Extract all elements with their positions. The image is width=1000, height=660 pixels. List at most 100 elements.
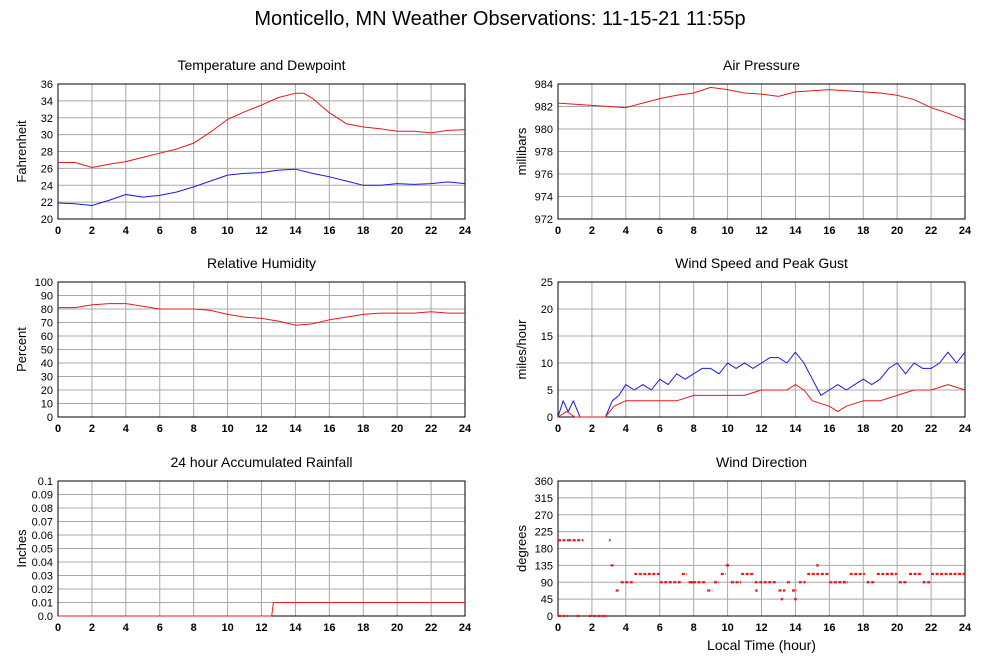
x-tick-label: 20 <box>891 423 903 435</box>
x-tick-label: 18 <box>357 622 369 634</box>
y-tick-label: 0.08 <box>32 503 53 515</box>
direction-point <box>890 572 894 576</box>
y-tick-label: 0.0 <box>38 611 53 623</box>
y-tick-label: 60 <box>41 331 53 343</box>
x-tick-label: 6 <box>157 225 163 237</box>
y-axis-label: degrees <box>514 525 529 572</box>
series-line-red <box>557 86 966 121</box>
chart-title: Relative Humidity <box>207 255 316 271</box>
x-tick-label: 24 <box>459 225 472 237</box>
x-tick-label: 22 <box>925 225 937 237</box>
y-tick-label: 20 <box>41 214 53 226</box>
x-tick-label: 18 <box>857 622 869 634</box>
y-tick-label: 28 <box>41 147 53 159</box>
x-tick-label: 8 <box>691 423 697 435</box>
x-tick-label: 14 <box>789 622 802 634</box>
y-tick-label: 5 <box>547 385 553 397</box>
x-tick-label: 12 <box>755 225 767 237</box>
y-tick-label: 360 <box>535 476 553 488</box>
y-tick-label: 50 <box>41 345 53 357</box>
x-tick-label: 0 <box>555 622 561 634</box>
x-tick-label: 10 <box>721 423 733 435</box>
x-tick-label: 22 <box>425 423 437 435</box>
x-tick-label: 8 <box>191 622 197 634</box>
y-tick-label: 135 <box>535 560 553 572</box>
y-tick-label: 0.1 <box>38 476 53 488</box>
y-tick-label: 32 <box>41 113 53 125</box>
y-tick-label: 976 <box>535 169 553 181</box>
y-tick-label: 15 <box>541 331 553 343</box>
x-tick-label: 4 <box>623 622 630 634</box>
x-tick-label: 8 <box>691 225 697 237</box>
y-axis-label: Fahrenheit <box>14 120 29 183</box>
x-tick-label: 20 <box>891 622 903 634</box>
direction-point <box>843 581 846 584</box>
y-tick-label: 0.02 <box>32 584 53 596</box>
x-tick-label: 4 <box>623 423 630 435</box>
x-tick-label: 8 <box>191 423 197 435</box>
chart-title: Air Pressure <box>723 57 800 73</box>
y-tick-label: 80 <box>41 304 53 316</box>
x-tick-label: 14 <box>289 622 302 634</box>
y-tick-label: 0 <box>547 611 553 623</box>
direction-point <box>816 564 819 567</box>
x-tick-label: 16 <box>823 225 835 237</box>
x-tick-label: 6 <box>657 225 663 237</box>
y-tick-label: 0.01 <box>32 598 53 610</box>
x-tick-label: 0 <box>555 225 561 237</box>
x-tick-label: 2 <box>89 423 95 435</box>
x-tick-label: 12 <box>255 225 267 237</box>
y-tick-label: 30 <box>41 372 53 384</box>
chart-title: Wind Speed and Peak Gust <box>675 255 848 271</box>
x-tick-label: 2 <box>589 622 595 634</box>
y-tick-label: 24 <box>41 180 53 192</box>
y-tick-label: 25 <box>541 277 553 289</box>
x-tick-label: 8 <box>691 622 697 634</box>
y-axis-label: miles/hour <box>514 319 529 380</box>
series-line-red <box>58 92 466 168</box>
x-tick-label: 20 <box>391 622 403 634</box>
x-tick-label: 12 <box>255 622 267 634</box>
x-tick-label: 6 <box>157 622 163 634</box>
x-tick-label: 16 <box>823 423 835 435</box>
x-tick-label: 0 <box>55 225 61 237</box>
y-tick-label: 100 <box>35 277 53 289</box>
x-tick-label: 8 <box>191 225 197 237</box>
y-tick-label: 10 <box>41 399 53 411</box>
x-tick-label: 16 <box>323 622 335 634</box>
x-tick-label: 22 <box>925 423 937 435</box>
y-tick-label: 45 <box>541 594 553 606</box>
x-tick-label: 14 <box>789 423 802 435</box>
series-line-red <box>58 303 465 326</box>
y-tick-label: 0.03 <box>32 571 53 583</box>
x-tick-label: 10 <box>721 225 733 237</box>
x-tick-label: 6 <box>657 423 663 435</box>
y-tick-label: 270 <box>535 510 553 522</box>
x-tick-label: 24 <box>959 423 972 435</box>
x-tick-label: 4 <box>123 423 130 435</box>
direction-point <box>755 589 758 592</box>
y-tick-label: 978 <box>535 147 553 159</box>
y-tick-label: 980 <box>535 124 553 136</box>
plot-frame <box>557 480 966 617</box>
x-tick-label: 18 <box>357 225 369 237</box>
x-tick-label: 14 <box>789 225 802 237</box>
y-axis-label: Inches <box>14 529 29 568</box>
x-tick-label: 2 <box>89 225 95 237</box>
x-tick-label: 24 <box>959 225 972 237</box>
series-line-red <box>58 602 465 617</box>
x-tick-label: 4 <box>123 622 130 634</box>
y-tick-label: 34 <box>41 96 53 108</box>
x-tick-label: 2 <box>89 622 95 634</box>
direction-point <box>726 564 729 567</box>
y-axis-label: millibars <box>514 127 529 175</box>
y-tick-label: 982 <box>535 102 553 114</box>
x-tick-label: 12 <box>755 622 767 634</box>
plot-frame <box>57 281 466 418</box>
